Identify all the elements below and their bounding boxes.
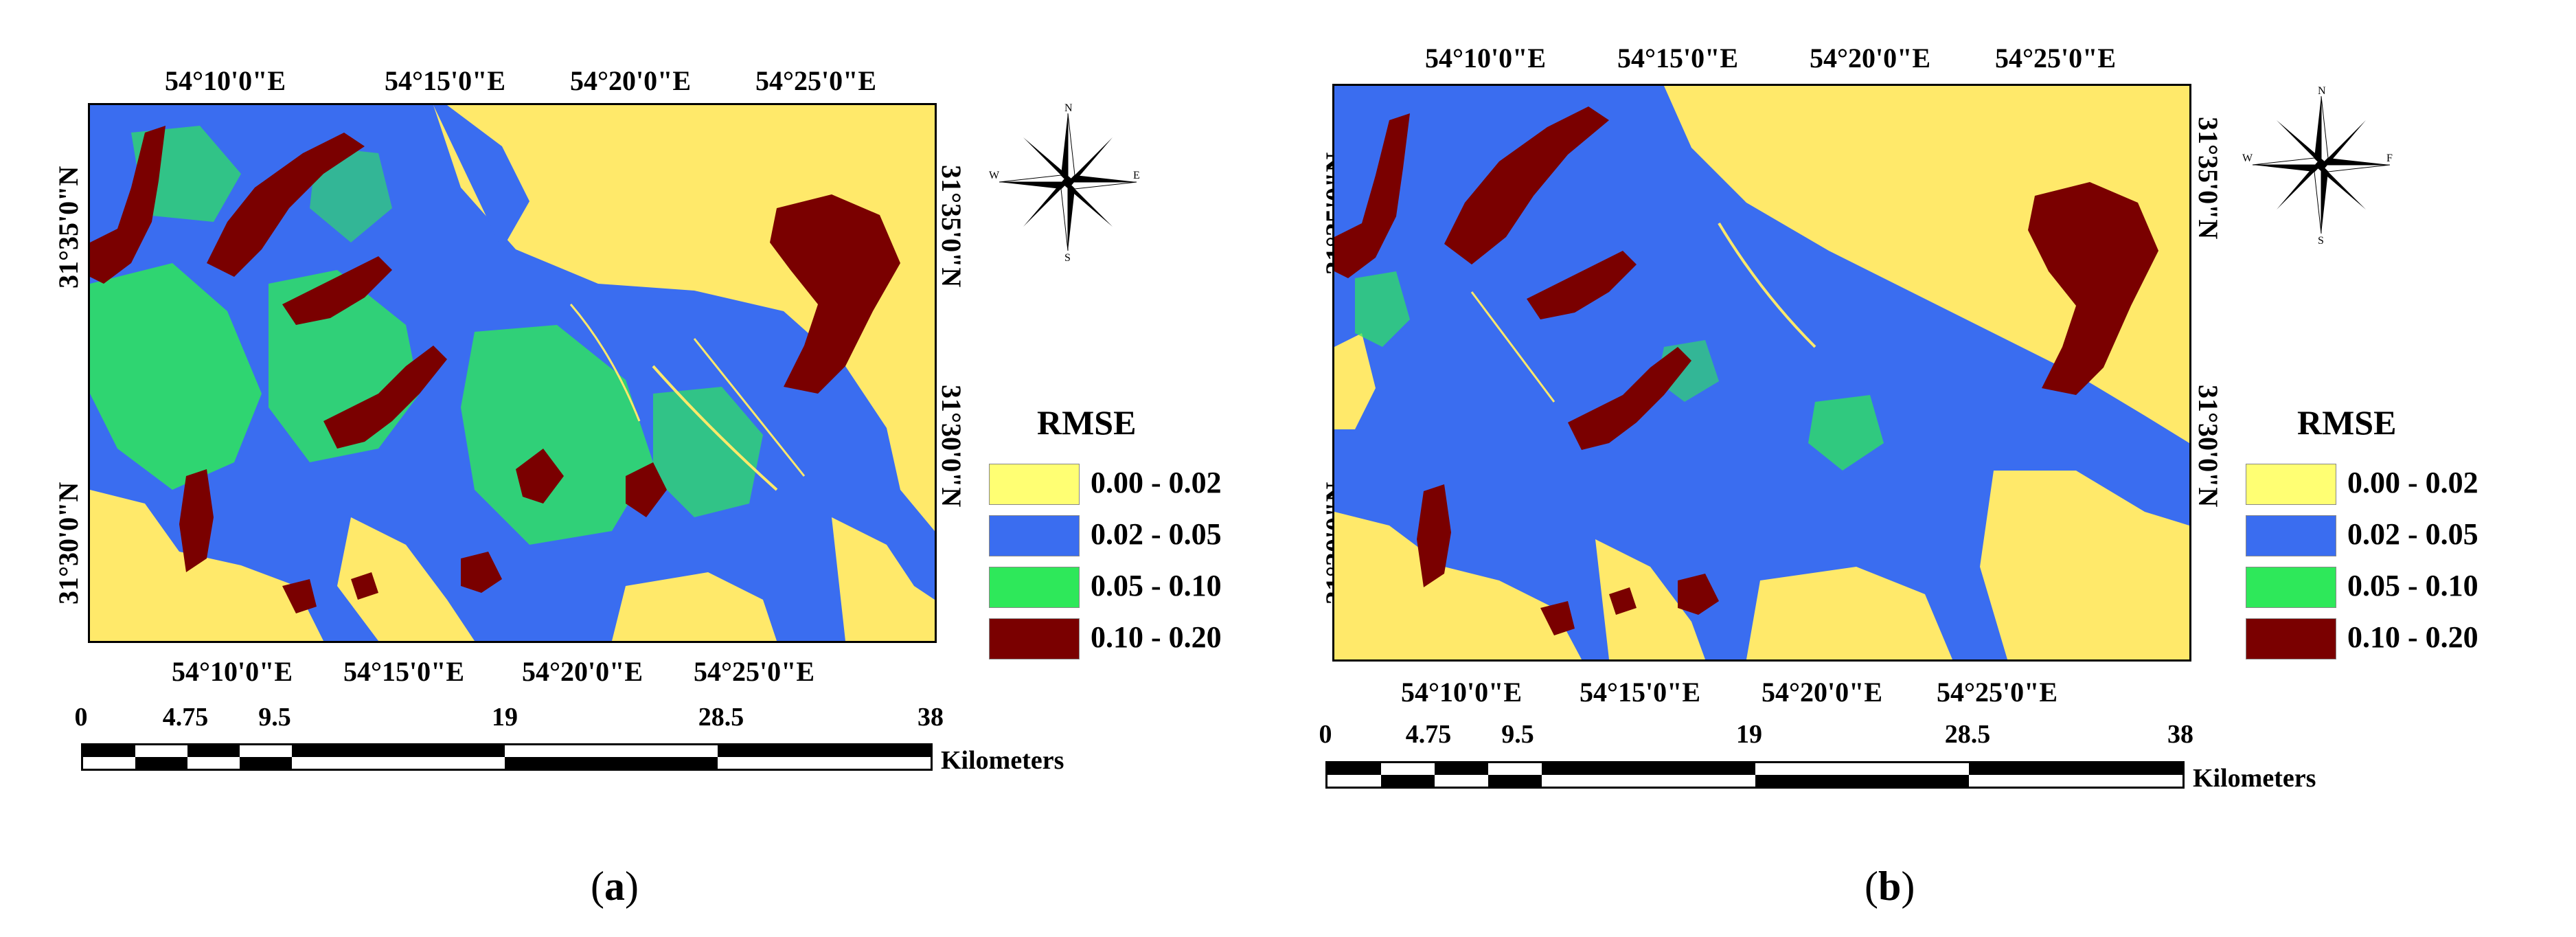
legend-swatch (989, 567, 1080, 608)
legend-swatch (989, 515, 1080, 556)
legend-label: 0.10 - 0.20 (2347, 620, 2478, 654)
compass-w-label: W (989, 170, 1000, 181)
top-longitude-tick: 54°25'0"E (755, 65, 876, 96)
legend-label: 0.00 - 0.02 (1091, 466, 1222, 499)
scale-tick-label: 38 (917, 703, 944, 732)
legend-swatch (989, 464, 1080, 505)
bottom-longitude-tick: 54°10'0"E (172, 656, 293, 687)
panel-label-b: (b) (1865, 863, 1915, 909)
map-panel-b: 54°10'0"E 54°15'0"E 54°20'0"E 54°25'0"E … (1288, 0, 2575, 937)
panel-label-a: (a) (591, 863, 639, 909)
rmse-map-a (88, 103, 937, 643)
rmse-map-b (1332, 84, 2191, 662)
top-longitude-tick: 54°10'0"E (165, 65, 286, 96)
legend-title: RMSE (1037, 403, 1137, 442)
legend-swatch (2246, 567, 2336, 608)
legend-title: RMSE (2297, 403, 2397, 442)
map-panel-a: 54°10'0"E 54°15'0"E 54°20'0"E 54°25'0"E … (53, 65, 1222, 909)
rmse-raster-a (90, 105, 935, 641)
legend-swatch (2246, 618, 2336, 659)
scale-tick-label: 9.5 (1501, 720, 1534, 749)
scale-tick-label: 28.5 (698, 703, 744, 732)
scale-tick-label: 19 (1736, 720, 1762, 749)
bottom-longitude-tick: 54°20'0"E (1762, 677, 1882, 708)
compass-s-label: S (2318, 235, 2324, 244)
legend-label: 0.02 - 0.05 (1091, 517, 1222, 551)
legend-swatch (989, 618, 1080, 659)
right-latitude-tick: 31°35'0"N (2193, 117, 2224, 240)
compass-e-label: E (1133, 170, 1140, 181)
scale-tick-label: 9.5 (258, 703, 291, 732)
right-latitude-tick: 31°35'0"N (936, 165, 967, 288)
legend-swatch (2246, 464, 2336, 505)
compass-n-label: N (2318, 86, 2326, 97)
scale-bar (1325, 761, 2185, 789)
legend-label: 0.00 - 0.02 (2347, 466, 2478, 499)
top-longitude-tick: 54°20'0"E (1810, 43, 1930, 74)
top-longitude-tick: 54°10'0"E (1425, 43, 1546, 74)
scale-tick-label: 4.75 (1405, 720, 1452, 749)
compass-e-label: F (2386, 153, 2393, 164)
bottom-longitude-tick: 54°15'0"E (1580, 677, 1700, 708)
scale-tick-label: 38 (2167, 720, 2193, 749)
scale-unit-label: Kilometers (2193, 764, 2316, 793)
bottom-longitude-tick: 54°25'0"E (1937, 677, 2058, 708)
right-latitude-tick: 31°30'0"N (2193, 385, 2224, 508)
scale-tick-label: 0 (1319, 720, 1332, 749)
scale-unit-label: Kilometers (941, 746, 1064, 775)
scale-tick-label: 28.5 (1944, 720, 1991, 749)
legend-label: 0.10 - 0.20 (1091, 620, 1222, 654)
bottom-longitude-tick: 54°15'0"E (343, 656, 464, 687)
scale-tick-label: 0 (74, 703, 88, 732)
left-latitude-tick: 31°30'0"N (53, 482, 84, 605)
compass-rose-icon: N S E W (989, 103, 1140, 261)
rmse-raster-b (1334, 86, 2189, 659)
scale-tick-label: 19 (492, 703, 518, 732)
legend-swatch (2246, 515, 2336, 556)
legend-label: 0.05 - 0.10 (1091, 569, 1222, 602)
compass-rose-icon: N S F W (2242, 86, 2393, 244)
top-longitude-tick: 54°25'0"E (1995, 43, 2116, 74)
right-latitude-tick: 31°30'0"N (936, 385, 967, 508)
left-latitude-tick: 31°35'0"N (53, 166, 84, 289)
scale-tick-label: 4.75 (162, 703, 209, 732)
compass-n-label: N (1064, 103, 1073, 114)
legend-label: 0.05 - 0.10 (2347, 569, 2478, 602)
compass-w-label: W (2242, 153, 2253, 164)
top-longitude-tick: 54°15'0"E (385, 65, 505, 96)
legend-label: 0.02 - 0.05 (2347, 517, 2478, 551)
top-longitude-tick: 54°15'0"E (1617, 43, 1738, 74)
bottom-longitude-tick: 54°25'0"E (694, 656, 814, 687)
scale-bar (81, 743, 933, 771)
bottom-longitude-tick: 54°20'0"E (522, 656, 643, 687)
top-longitude-tick: 54°20'0"E (570, 65, 691, 96)
compass-s-label: S (1064, 252, 1071, 261)
bottom-longitude-tick: 54°10'0"E (1401, 677, 1522, 708)
